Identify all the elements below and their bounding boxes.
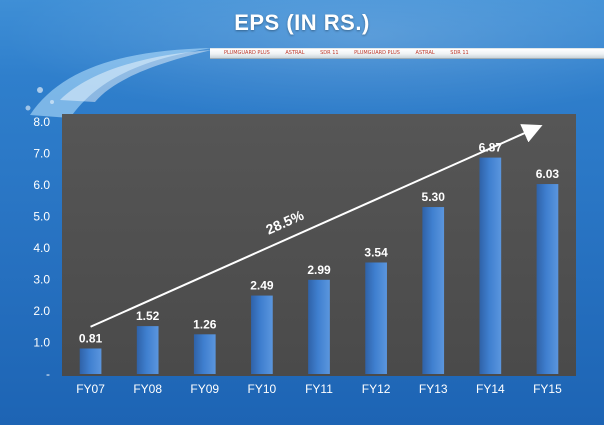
x-tick-label: FY09	[190, 382, 219, 396]
x-tick-label: FY11	[305, 382, 333, 396]
x-tick-label: FY08	[133, 382, 162, 396]
bar-fy15	[536, 184, 559, 374]
data-label: 6.03	[536, 167, 560, 181]
pipe-image: PLUMGUARD PLUS ASTRAL SDR 11 PLUMGUARD P…	[210, 48, 604, 59]
pipe-text: PLUMGUARD PLUS	[354, 50, 400, 56]
bar-fy07	[79, 348, 102, 374]
y-tick-label: 5.0	[33, 210, 50, 224]
pipe-text: ASTRAL	[415, 50, 435, 56]
x-tick-label: FY13	[419, 382, 448, 396]
data-label: 2.99	[307, 263, 331, 277]
y-tick-label: -	[46, 367, 50, 381]
trend-arrow	[90, 124, 543, 328]
data-label: 2.49	[250, 279, 274, 293]
pipe-text: PLUMGUARD PLUS	[224, 50, 270, 56]
bar-fy14	[479, 157, 502, 374]
bar-fy08	[136, 326, 159, 374]
x-tick-label: FY10	[248, 382, 277, 396]
pipe-text: SDR 11	[320, 50, 339, 56]
pipe-text: SDR 11	[450, 50, 469, 56]
y-tick-label: 3.0	[33, 273, 50, 287]
data-label: 3.54	[364, 245, 388, 259]
y-tick-label: 6.0	[33, 178, 50, 192]
y-tick-label: 2.0	[33, 304, 50, 318]
bar-fy09	[193, 334, 216, 374]
data-label: 0.81	[79, 331, 103, 345]
bar-fy10	[251, 295, 273, 374]
bar-fy12	[365, 262, 387, 374]
water-splash-image	[25, 48, 212, 118]
data-label: 1.26	[193, 317, 217, 331]
y-tick-label: 7.0	[33, 147, 50, 161]
data-label: 1.52	[136, 309, 160, 323]
y-tick-label: 8.0	[33, 115, 50, 129]
x-tick-label: FY15	[533, 382, 562, 396]
pipe-text: ASTRAL	[285, 50, 305, 56]
bar-fy13	[422, 207, 445, 374]
y-tick-label: 1.0	[33, 336, 50, 350]
background-glow	[0, 0, 604, 120]
x-tick-label: FY12	[362, 382, 391, 396]
y-tick-label: 4.0	[33, 241, 50, 255]
page-title: EPS (IN RS.)	[234, 10, 370, 35]
data-label: 5.30	[422, 190, 446, 204]
x-tick-label: FY07	[76, 382, 105, 396]
bar-fy11	[308, 279, 330, 374]
x-tick-label: FY14	[476, 382, 505, 396]
